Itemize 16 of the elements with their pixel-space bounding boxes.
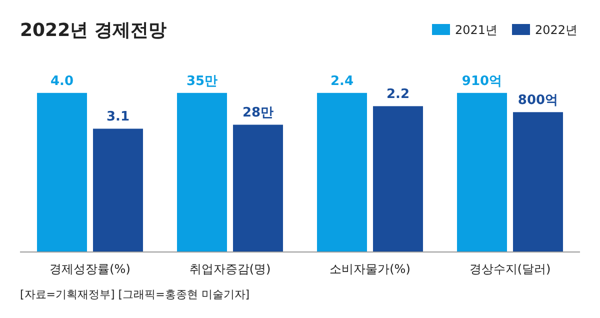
x-axis-title: 소비자물가(%)	[330, 262, 410, 276]
data-label: 800억	[518, 93, 558, 108]
data-label: 4.0	[50, 74, 74, 89]
x-axis-title: 취업자증감(명)	[189, 262, 271, 276]
data-label: 3.1	[106, 110, 130, 125]
data-label: 910억	[462, 74, 502, 89]
x-axis-title: 경제성장률(%)	[50, 262, 130, 276]
data-label: 35만	[186, 74, 218, 89]
data-label: 2.2	[386, 87, 410, 102]
text: [자료=기획재정부] [그래픽=홍종현 미술기자]	[20, 288, 250, 301]
legend-label: 2021년	[455, 23, 498, 37]
chart-title: 2022년 경제전망	[20, 20, 166, 41]
legend-label: 2022년	[535, 23, 578, 37]
data-label: 28만	[242, 106, 274, 121]
data-label: 2.4	[330, 74, 354, 89]
x-axis-title: 경상수지(달러)	[469, 262, 551, 276]
